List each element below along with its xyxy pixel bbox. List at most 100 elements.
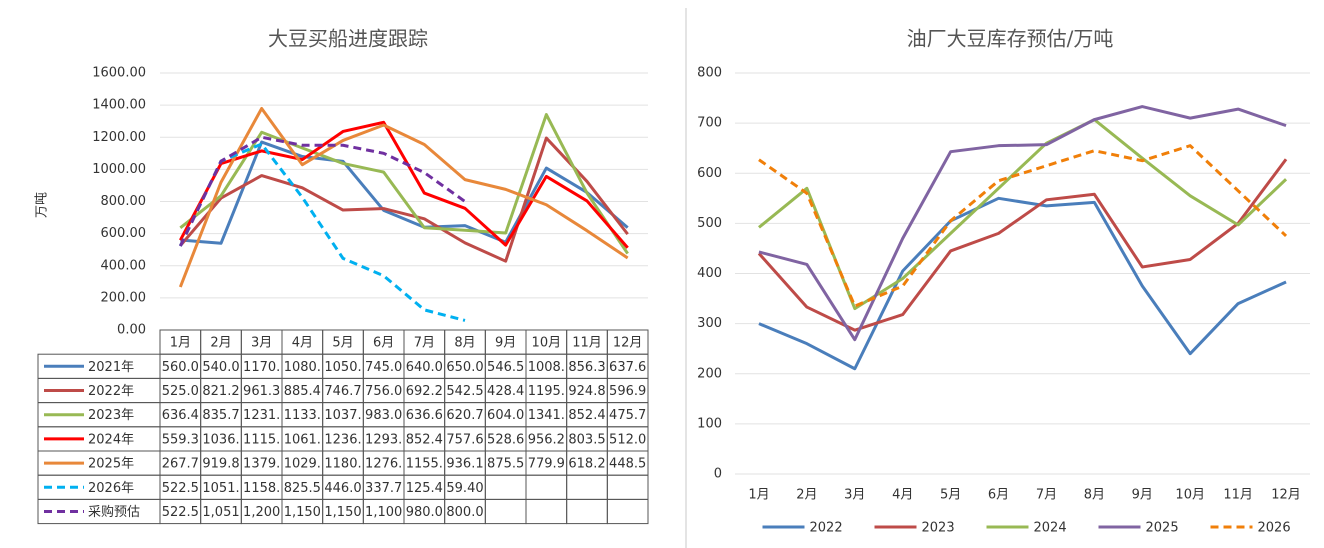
table-value: 803.5 [568,432,605,447]
y-tick-label: 400 [697,266,722,281]
legend-label: 2024年 [88,432,134,447]
table-value: 636.6 [406,408,443,423]
legend-label: 2025年 [88,457,134,472]
y-axis-label: 万吨 [35,192,50,218]
y-tick-label: 800 [697,66,722,81]
table-value: 1379. [243,457,280,472]
x-tick-label: 4月 [892,488,913,503]
table-header: 1月 [170,336,191,351]
table-header: 7月 [414,336,435,351]
table-value: 1029. [284,457,321,472]
table-value: 525.0 [162,384,199,399]
table-header: 10月 [532,336,562,351]
table-value: 636.4 [162,408,199,423]
y-tick-label: 700 [697,116,722,131]
table-value: 528.6 [487,432,524,447]
table-value: 1341. [528,408,565,423]
table-header: 6月 [373,336,394,351]
table-value: 885.4 [284,384,321,399]
table-value: 59.40 [446,481,483,496]
table-value: 650.0 [446,360,483,375]
table-value: 692.2 [406,384,443,399]
table-value: 961.3 [243,384,280,399]
table-value: 1180. [324,457,361,472]
table-value: 1036. [202,432,239,447]
table-value: 1158. [243,481,280,496]
series-line [758,196,1287,371]
table-value: 1050. [324,360,361,375]
table-value: 559.3 [162,432,199,447]
x-tick-label: 6月 [988,488,1009,503]
table-value: 618.2 [568,457,605,472]
table-header: 8月 [454,336,475,351]
table-header: 9月 [495,336,516,351]
legend-label: 2026年 [88,481,134,496]
series-line [758,144,1288,308]
table-value: 835.7 [202,408,239,423]
table-value: 821.2 [202,384,239,399]
legend-label: 采购预估 [88,504,140,520]
table-value: 1293. [365,432,402,447]
y-tick-label: 200.00 [101,290,147,305]
table-value: 1155. [406,457,443,472]
series-line [178,142,466,322]
table-value: 596.9 [609,384,646,399]
series-line [180,140,629,245]
table-value: 337.7 [365,481,402,496]
table-value: 1,150 [324,505,361,520]
table-value: 757.6 [446,432,483,447]
table-value: 1231. [243,408,280,423]
series-line [178,106,629,288]
legend-label: 2025 [1146,521,1179,536]
table-value: 546.5 [487,360,524,375]
legend-label: 2023 [922,521,955,536]
x-tick-label: 10月 [1175,488,1205,503]
table-value: 924.8 [568,384,605,399]
x-tick-label: 5月 [940,488,961,503]
table-value: 1236. [324,432,361,447]
chart-title: 大豆买船进度跟踪 [268,27,428,51]
y-tick-label: 1400.00 [92,98,146,113]
x-tick-label: 2月 [796,488,817,503]
table-value: 542.5 [446,384,483,399]
legend-label: 2023年 [88,408,134,423]
legend-label: 2022 [810,521,843,536]
table-value: 428.4 [487,384,524,399]
y-tick-label: 800.00 [101,194,147,209]
table-value: 983.0 [365,408,402,423]
table-cell [606,498,649,525]
legend-label: 2021年 [88,360,134,375]
table-value: 512.0 [609,432,646,447]
table-value: 852.4 [406,432,443,447]
table-value: 1061. [284,432,321,447]
y-tick-label: 200 [697,366,722,381]
table-value: 856.3 [568,360,605,375]
table-value: 800.0 [446,505,483,520]
table-value: 604.0 [487,408,524,423]
table-value: 745.0 [365,360,402,375]
table-value: 448.5 [609,457,646,472]
x-tick-label: 3月 [844,488,865,503]
table-value: 267.7 [162,457,199,472]
y-tick-label: 1200.00 [92,130,146,145]
table-value: 1037. [324,408,361,423]
table-value: 1,200 [243,505,280,520]
table-value: 1080. [284,360,321,375]
y-tick-label: 600.00 [101,226,147,241]
series-line [179,120,629,249]
table-value: 1,150 [284,505,321,520]
y-tick-label: 0 [714,467,722,482]
table-value: 125.4 [406,481,443,496]
y-tick-label: 500 [697,216,722,231]
series-line [758,105,1287,342]
table-header: 11月 [572,336,602,351]
table-value: 779.9 [528,457,565,472]
table-value: 956.2 [528,432,565,447]
x-tick-label: 7月 [1036,488,1057,503]
table-header: 4月 [292,336,313,351]
table-value: 640.0 [406,360,443,375]
y-tick-label: 0.00 [117,323,146,338]
legend-label: 2022年 [88,384,134,399]
table-value: 919.8 [202,457,239,472]
